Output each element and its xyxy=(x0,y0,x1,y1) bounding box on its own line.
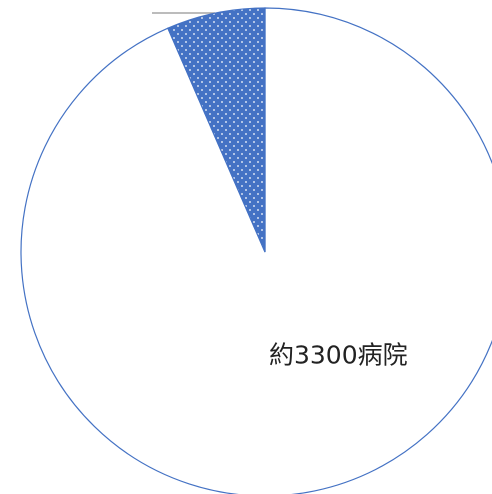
pie-slice xyxy=(20,7,492,494)
data-label: 約3300病院 xyxy=(269,341,408,370)
pie-slice xyxy=(167,7,266,253)
